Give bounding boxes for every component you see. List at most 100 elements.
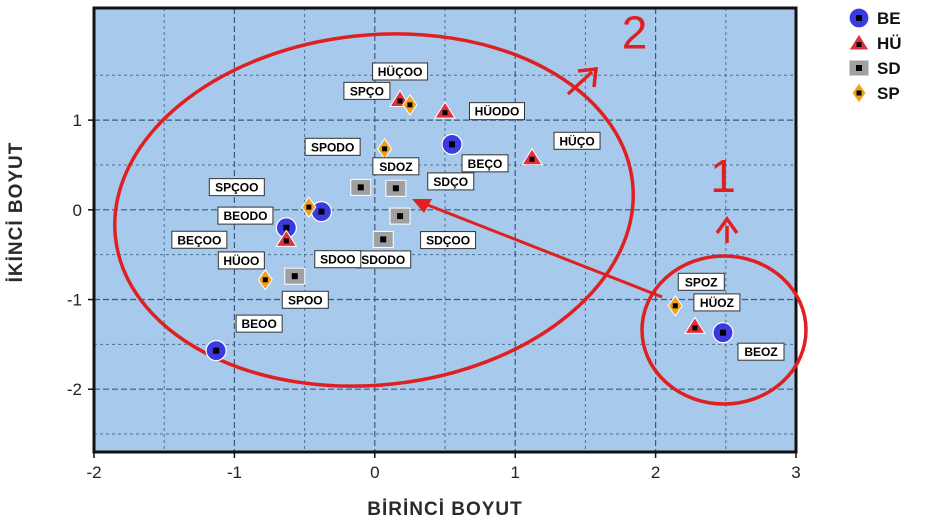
data-point-diamond xyxy=(667,294,683,317)
point-label-text: BEÇOO xyxy=(177,233,221,247)
point-label-text: SPÇOO xyxy=(215,181,258,195)
point-label-text: SDÇOO xyxy=(426,234,470,248)
marker-center xyxy=(380,236,387,243)
x-tick-label: 2 xyxy=(651,463,660,482)
point-label: HÜÇO xyxy=(553,131,601,150)
point-label: BEÇOO xyxy=(171,230,228,249)
point-label: HÜÇOO xyxy=(372,62,429,81)
marker-center xyxy=(262,277,268,283)
point-label-box xyxy=(553,131,601,150)
point-label: HÜOZ xyxy=(693,293,741,312)
x-tick-label: -2 xyxy=(86,463,101,482)
marker-center xyxy=(306,204,312,210)
marker-center xyxy=(719,329,726,336)
point-label-text: HÜÇOO xyxy=(378,64,423,79)
link-arrowhead xyxy=(412,199,432,213)
point-label-box xyxy=(372,157,420,176)
point-label-box xyxy=(737,342,785,361)
point-label: HÜOO xyxy=(217,251,265,270)
point-label: SDÇOO xyxy=(420,231,477,250)
point-label: BEÇO xyxy=(461,154,509,173)
point-label-box xyxy=(420,231,477,250)
point-label-text: BEOO xyxy=(241,317,276,331)
marker-center xyxy=(856,65,862,71)
point-label: SPÇO xyxy=(343,81,391,100)
plot-frame xyxy=(92,6,798,454)
point-label-text: SPODO xyxy=(311,140,354,154)
link-arrow xyxy=(419,200,663,299)
marker-center xyxy=(397,98,403,104)
data-point-circle xyxy=(712,322,734,344)
marker-triangle xyxy=(684,316,706,334)
marker-center xyxy=(529,156,535,162)
x-tick-label: 1 xyxy=(510,463,519,482)
marker-center xyxy=(692,325,698,331)
marker-center xyxy=(449,141,456,148)
point-label: SDOO xyxy=(314,250,362,269)
point-label-box xyxy=(693,293,741,312)
legend-marker-triangle xyxy=(848,33,870,51)
legend-marker-circle xyxy=(848,7,870,29)
y-tick-label: -1 xyxy=(67,291,82,310)
y-tick-label: 0 xyxy=(73,201,82,220)
data-point-diamond xyxy=(301,196,317,218)
point-label: BEODO xyxy=(217,206,274,225)
point-label: SPOO xyxy=(281,290,329,309)
point-label: BEOZ xyxy=(737,342,785,361)
legend-label: SD xyxy=(877,59,901,78)
point-label-text: SPOO xyxy=(288,293,323,307)
point-label-box xyxy=(235,314,283,333)
point-label: SDOZ xyxy=(372,157,420,176)
point-label-text: SPOZ xyxy=(685,275,718,289)
point-label-box xyxy=(314,250,362,269)
legend-label: BE xyxy=(877,9,901,28)
marker-center xyxy=(357,184,364,191)
point-label-text: HÜÇO xyxy=(559,133,594,148)
up-arrow-2-head xyxy=(577,67,598,88)
data-point-square xyxy=(385,179,407,197)
point-label: BEOO xyxy=(235,314,283,333)
point-label-box xyxy=(208,178,265,197)
data-point-triangle xyxy=(275,229,298,247)
marker-center xyxy=(407,102,413,108)
marker-center xyxy=(856,90,862,96)
legend-label: HÜ xyxy=(877,34,902,53)
marker-center xyxy=(291,273,298,280)
marker-center xyxy=(382,146,388,152)
point-label-box xyxy=(372,62,429,81)
data-point-diamond xyxy=(402,94,418,116)
marker-center xyxy=(856,15,862,21)
y-axis-title: İKİNCİ BOYUT xyxy=(6,142,27,283)
legend: BE HÜ SD SP xyxy=(848,7,902,104)
up-arrow-1-head xyxy=(715,215,739,235)
data-point-triangle xyxy=(684,316,706,334)
marker-center xyxy=(283,238,289,244)
point-label-box xyxy=(677,272,725,291)
marker-center xyxy=(283,224,290,231)
x-tick-label: -1 xyxy=(227,463,242,482)
marker-center xyxy=(856,42,862,47)
point-label: SPÇOO xyxy=(208,178,265,197)
point-label-text: BEOZ xyxy=(744,345,777,359)
data-point-square xyxy=(389,207,411,225)
axis-tick-labels: -2 -1 0 1 2 3 -2 -1 0 1 xyxy=(67,111,801,482)
x-tick-label: 3 xyxy=(791,463,800,482)
marker-center xyxy=(442,110,448,116)
annotation-number: 1 xyxy=(710,150,736,202)
legend-label: SP xyxy=(877,84,900,103)
annotation-shapes: 12 xyxy=(113,6,808,406)
marker-center xyxy=(397,213,404,220)
up-arrow-2 xyxy=(566,70,594,96)
point-label-box xyxy=(217,206,274,225)
marker-triangle xyxy=(275,229,298,247)
data-point-square xyxy=(284,267,306,285)
point-label-box xyxy=(281,290,329,309)
point-label: HÜODO xyxy=(469,102,525,121)
point-label-text: BEODO xyxy=(223,209,267,223)
point-label-box xyxy=(469,102,525,121)
point-label: SDODO xyxy=(355,250,412,269)
x-tick-label: 0 xyxy=(370,463,379,482)
marker-center xyxy=(392,185,399,192)
point-label-box xyxy=(461,154,509,173)
